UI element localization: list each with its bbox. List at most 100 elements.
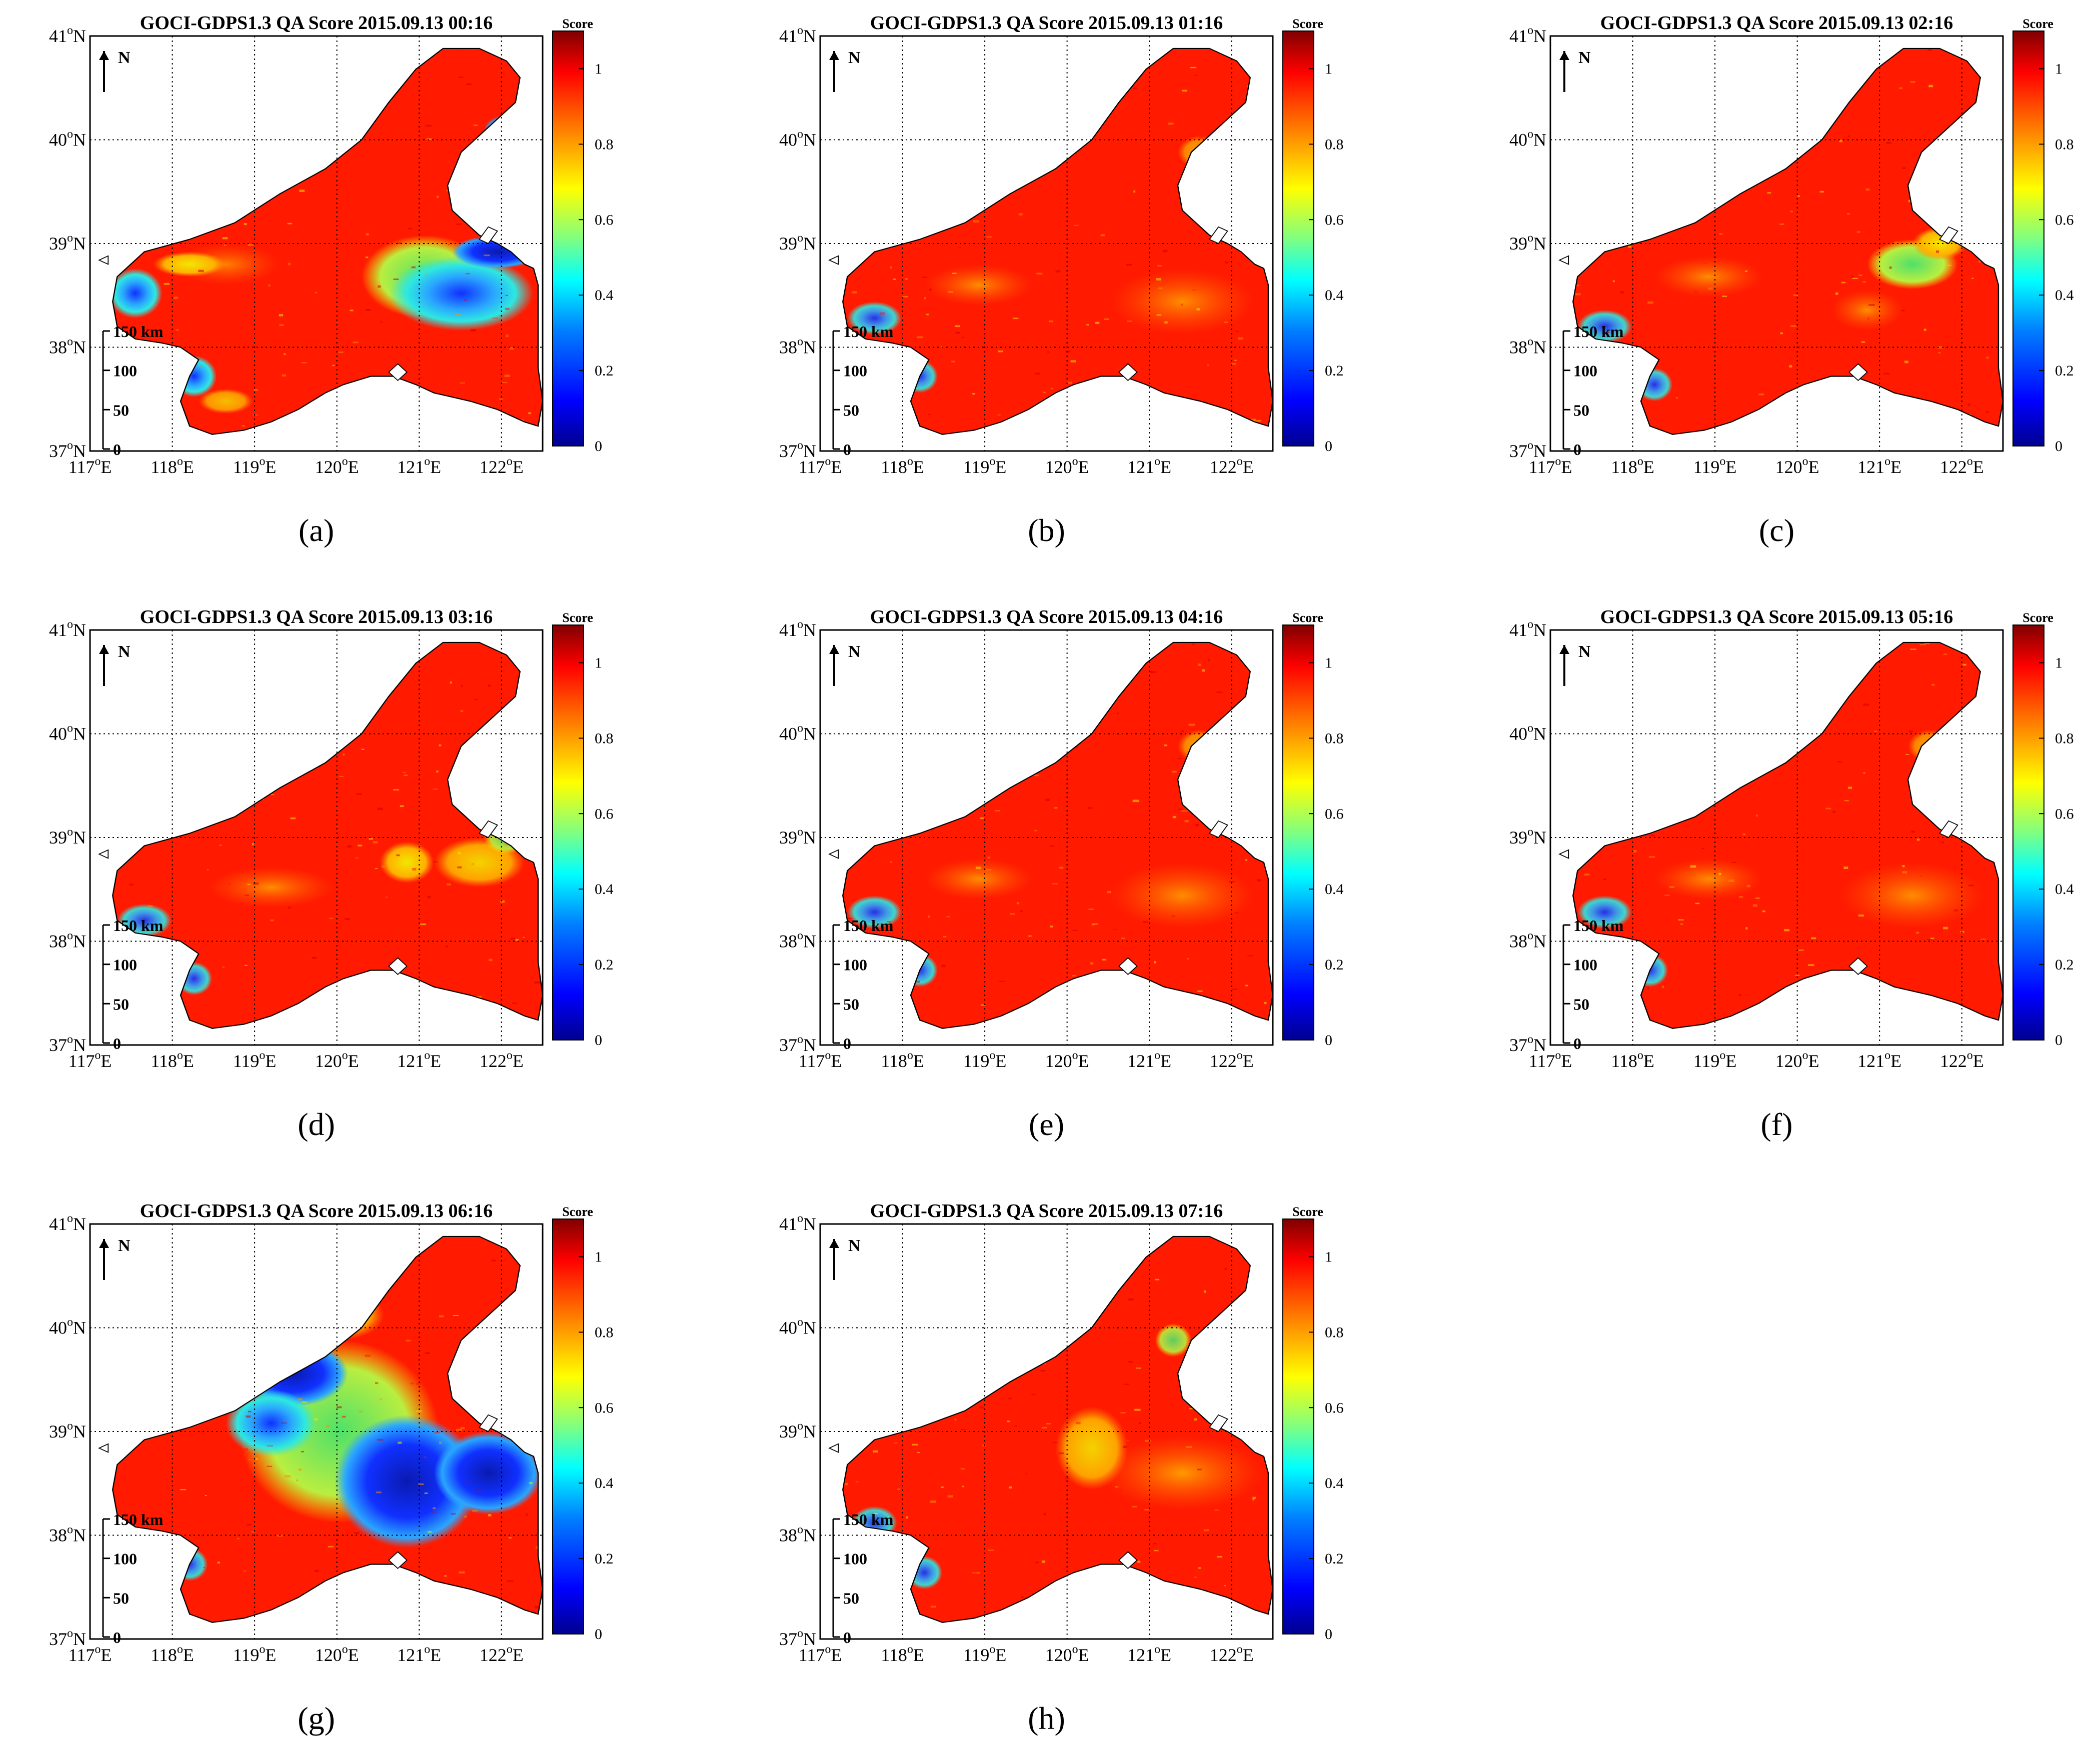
- lon-tick-label: 117oE: [799, 1049, 842, 1071]
- lat-tick-label: 39oN: [49, 1420, 86, 1442]
- north-arrow: N: [99, 642, 131, 686]
- lon-tick-label: 122oE: [1940, 455, 1984, 477]
- colorbar-title: Score: [562, 1204, 593, 1219]
- scale-bar-label: 50: [113, 995, 129, 1013]
- north-label: N: [848, 642, 861, 661]
- colorbar-title: Score: [562, 16, 593, 31]
- colorbar-title: Score: [1292, 1204, 1323, 1219]
- lat-tick-label: 39oN: [779, 1420, 816, 1442]
- lon-tick-label: 119oE: [1693, 455, 1737, 477]
- panel-caption: (f): [1761, 1106, 1793, 1142]
- panel-f: GOCI-GDPS1.3 QA Score 2015.09.13 05:1611…: [1509, 606, 2074, 1142]
- colorbar-tick-label: 0.6: [1325, 212, 1344, 228]
- lon-tick-label: 118oE: [881, 1643, 924, 1665]
- colorbar-tick-label: 0.6: [595, 806, 614, 822]
- lon-tick-label: 120oE: [315, 1643, 359, 1665]
- colorbar-tick-label: 0: [595, 438, 602, 454]
- panel-e: GOCI-GDPS1.3 QA Score 2015.09.13 04:1611…: [779, 606, 1344, 1142]
- north-label: N: [848, 48, 861, 67]
- scale-bar-label: 0: [113, 1034, 121, 1052]
- scale-bar-label: 150 km: [1573, 322, 1624, 340]
- graticule: [1550, 630, 2003, 1045]
- scale-bar-label: 100: [113, 362, 137, 380]
- lat-tick-label: 40oN: [49, 722, 86, 744]
- coastline: [112, 1236, 544, 1623]
- map-frame: [819, 35, 1274, 452]
- colorbar-tick-label: 0.4: [1325, 881, 1344, 898]
- lon-tick-label: 121oE: [1127, 1049, 1171, 1071]
- lat-tick-label: 39oN: [779, 826, 816, 848]
- scale-bar-label: 100: [843, 956, 867, 974]
- colorbar-tick-label: 0.6: [2055, 806, 2074, 822]
- lon-tick-label: 119oE: [233, 1049, 277, 1071]
- panel-d: GOCI-GDPS1.3 QA Score 2015.09.13 03:16 11…: [49, 606, 614, 1142]
- colorbar-tick-label: 0: [595, 1032, 602, 1048]
- colorbar: Score 0 0.2 0.4 0.6 0.8 1: [552, 16, 614, 454]
- lon-tick-label: 117oE: [1529, 1049, 1572, 1071]
- lon-tick-label: 121oE: [397, 1643, 441, 1665]
- lat-tick-label: 38oN: [1509, 930, 1546, 952]
- panel-h: GOCI-GDPS1.3 QA Score 2015.09.13 07:1611…: [779, 1200, 1344, 1736]
- north-arrow: N: [829, 1236, 861, 1280]
- colorbar: Score 0 0.2 0.4 0.6 0.8 1: [552, 1204, 614, 1642]
- coastline: [842, 1236, 1274, 1623]
- lat-tick-label: 38oN: [1509, 336, 1546, 358]
- coastline: [842, 642, 1274, 1029]
- colorbar-tick-label: 0.2: [595, 362, 614, 379]
- lon-tick-label: 119oE: [1693, 1049, 1737, 1071]
- scale-bar-label: 0: [1573, 1034, 1581, 1052]
- lat-tick-label: 39oN: [1509, 826, 1546, 848]
- lon-tick-label: 122oE: [480, 1049, 524, 1071]
- coastline: [112, 48, 544, 435]
- scale-bar-label: 0: [113, 1628, 121, 1646]
- colorbar-title: Score: [1292, 610, 1323, 625]
- north-label: N: [118, 642, 131, 661]
- lon-tick-label: 117oE: [1529, 455, 1572, 477]
- panel-title: GOCI-GDPS1.3 QA Score 2015.09.13 01:16: [870, 12, 1223, 34]
- colorbar-tick-label: 0.6: [2055, 212, 2074, 228]
- panel-title: GOCI-GDPS1.3 QA Score 2015.09.13 06:16: [140, 1200, 493, 1222]
- colorbar-tick-label: 0.2: [1325, 1550, 1344, 1567]
- panel-title: GOCI-GDPS1.3 QA Score 2015.09.13 03:16: [140, 606, 493, 628]
- scale-bar: 150 km 100 50 0: [1562, 322, 1624, 458]
- map-frame: [819, 629, 1274, 1046]
- north-arrow: N: [1559, 48, 1591, 92]
- lat-tick-label: 38oN: [779, 930, 816, 952]
- lat-tick-label: 38oN: [49, 1524, 86, 1546]
- scale-bar-label: 50: [1573, 995, 1589, 1013]
- lon-tick-label: 121oE: [397, 1049, 441, 1071]
- scale-bar: 150 km 100 50 0: [832, 322, 894, 458]
- lat-tick-label: 40oN: [779, 722, 816, 744]
- scale-bar-label: 50: [1573, 401, 1589, 419]
- scale-bar-label: 0: [113, 440, 121, 458]
- panel-c: GOCI-GDPS1.3 QA Score 2015.09.13 02:1611…: [1509, 12, 2074, 548]
- colorbar-tick-label: 0.6: [1325, 1400, 1344, 1416]
- panel-caption: (h): [1028, 1700, 1065, 1736]
- colorbar-tick-label: 0.6: [595, 1400, 614, 1416]
- panels-root: GOCI-GDPS1.3 QA Score 2015.09.13 00:1611…: [49, 12, 2074, 1736]
- coastline: [842, 48, 1274, 435]
- lat-tick-label: 38oN: [779, 336, 816, 358]
- colorbar-tick-label: 0.6: [1325, 806, 1344, 822]
- scale-bar-label: 150 km: [843, 916, 894, 934]
- lon-tick-label: 122oE: [1210, 1049, 1254, 1071]
- colorbar-tick-label: 0.8: [2055, 730, 2074, 746]
- scale-bar: 150 km 100 50 0: [102, 322, 164, 458]
- lon-tick-label: 119oE: [233, 1643, 277, 1665]
- lon-tick-label: 120oE: [315, 455, 359, 477]
- scale-bar-label: 100: [843, 362, 867, 380]
- map-frame: [1549, 629, 2004, 1046]
- colorbar-tick-label: 0.8: [595, 1324, 614, 1340]
- scale-bar: 150 km 100 50 0: [832, 1510, 894, 1646]
- graticule: [90, 36, 543, 451]
- lat-tick-label: 37oN: [779, 439, 816, 461]
- panel-caption: (e): [1029, 1106, 1064, 1142]
- colorbar-tick-label: 1: [2055, 654, 2062, 671]
- panel-a: GOCI-GDPS1.3 QA Score 2015.09.13 00:1611…: [49, 12, 614, 548]
- north-label: N: [1578, 642, 1591, 661]
- north-arrow: N: [99, 48, 131, 92]
- panel-title: GOCI-GDPS1.3 QA Score 2015.09.13 00:16: [140, 12, 493, 34]
- colorbar-title: Score: [2022, 610, 2053, 625]
- scale-bar-label: 50: [843, 401, 859, 419]
